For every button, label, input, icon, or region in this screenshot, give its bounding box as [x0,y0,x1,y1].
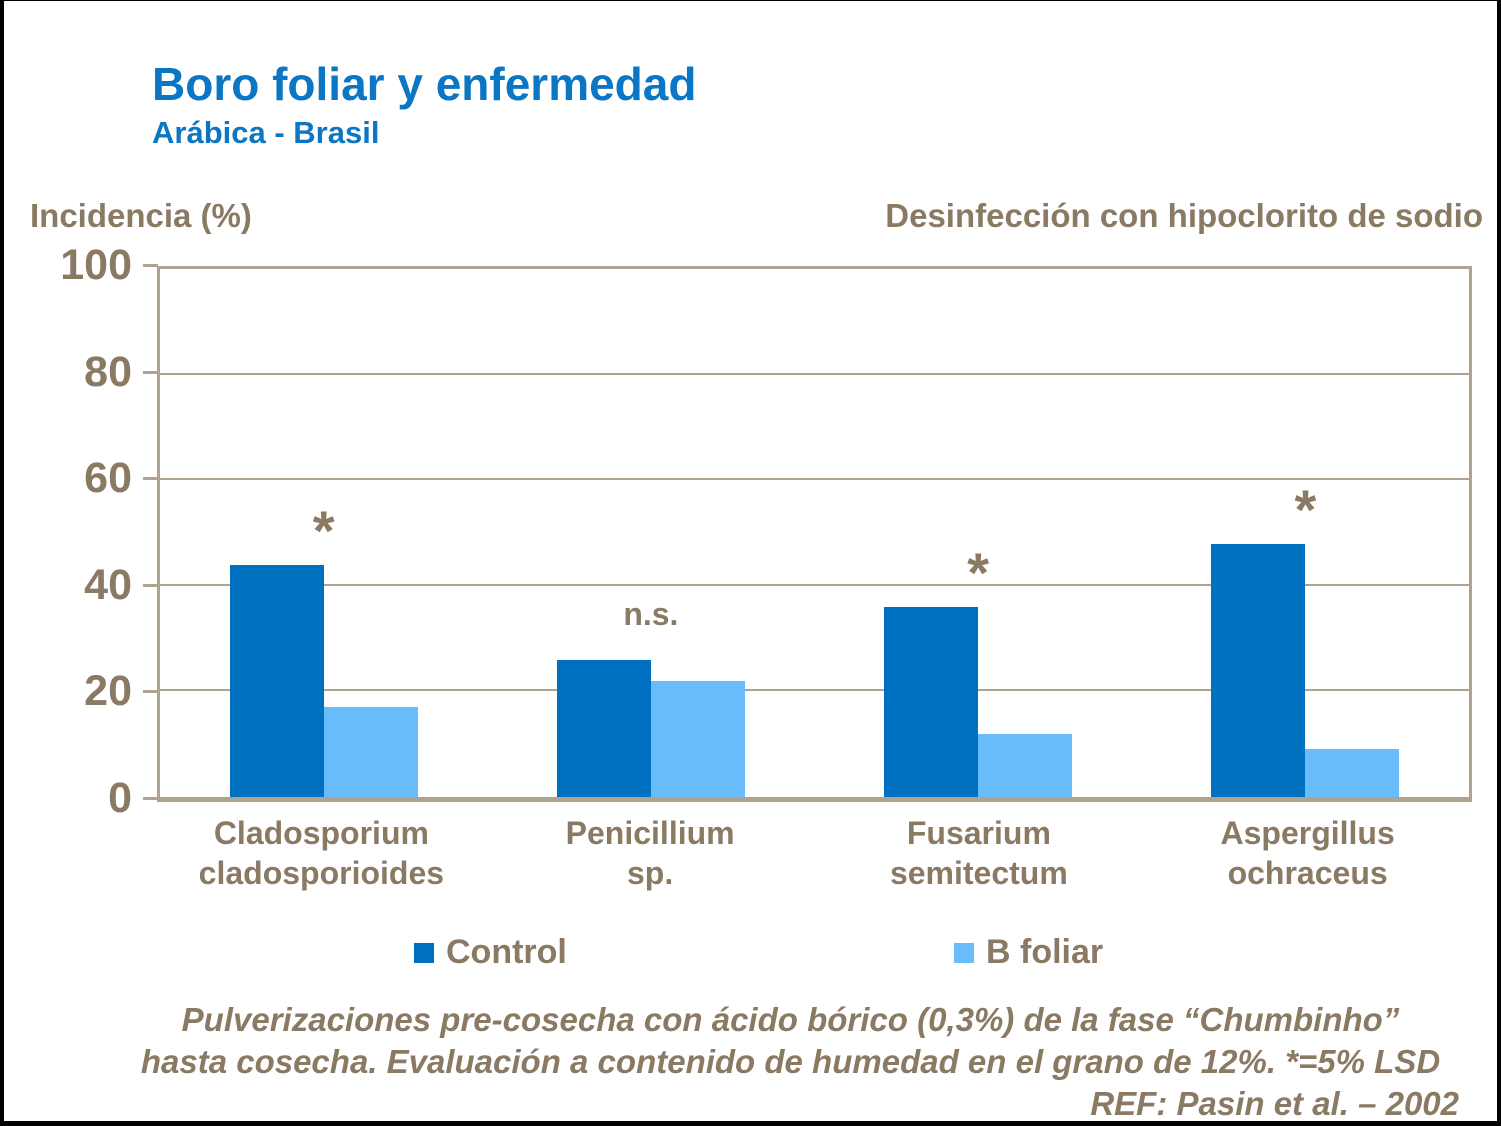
category-label-line: sp. [627,855,674,891]
y-axis: 0 20 40 60 80 100 [4,244,158,820]
y-tick-mark-0 [143,797,158,800]
y-tick-label-60: 60 [84,454,132,503]
control-bar [556,659,651,797]
control-swatch-icon [414,942,434,963]
plot-area: * n.s. * * [157,266,1472,802]
category-label-line: Penicillium [565,815,735,851]
legend-item-control: Control [414,933,567,972]
bar-group-1: * [160,269,487,797]
gridline-80 [160,372,1469,375]
control-bar [229,564,324,797]
bfoliar-bar [1305,749,1400,797]
bar-group-4: * [1142,269,1469,797]
y-tick-label-80: 80 [84,347,132,396]
significance-label: * [967,540,990,604]
y-tick-label-40: 40 [84,560,132,609]
category-labels: Cladosporium cladosporioides Penicillium sp… [157,813,1472,903]
category-label-line: ochraceus [1227,855,1388,891]
category-label-line: semitectum [889,855,1068,891]
footnote-line-2: hasta cosecha. Evaluación a contenido de… [140,1043,1441,1080]
page-subtitle: Arábica - Brasil [152,115,380,150]
significance-label: * [1294,477,1317,541]
control-bar [884,606,979,797]
y-axis-title: Incidencia (%) [30,197,252,234]
y-tick-label-100: 100 [60,241,132,289]
category-label-line: cladosporioides [198,855,445,891]
reference: REF: Pasin et al. – 2002 [1090,1085,1459,1122]
disinfection-header: Desinfección con hipoclorito de sodio [885,197,1483,234]
control-bar [1211,543,1306,797]
gridline-20 [160,689,1469,692]
y-tick-mark-100 [143,264,158,267]
bfoliar-bar [978,733,1073,797]
bar-group-2: n.s. [487,269,814,797]
bar-group-3: * [815,269,1142,797]
category-label: Fusarium semitectum [815,813,1144,893]
y-tick-mark-80 [143,370,158,374]
y-tick-label-0: 0 [108,774,132,822]
category-label-line: Fusarium [906,815,1051,851]
legend-bfoliar-label: B foliar [986,933,1104,971]
legend-control-label: Control [446,933,567,971]
gridline-60 [160,478,1469,481]
bfoliar-swatch-icon [954,942,974,963]
bfoliar-bar [650,680,745,797]
bfoliar-bar [323,707,418,797]
y-tick-label-20: 20 [84,667,132,716]
category-label: Aspergillus ochraceus [1143,813,1472,893]
significance-label: n.s. [623,595,679,632]
category-label: Cladosporium cladosporioides [157,813,486,893]
significance-label: * [312,498,335,562]
y-tick-mark-40 [143,583,158,587]
category-label-line: Aspergillus [1220,815,1395,851]
category-label-line: Cladosporium [213,815,429,851]
page-title: Boro foliar y enfermedad [152,58,697,110]
category-label: Penicillium sp. [486,813,815,893]
footnote: Pulverizaciones pre-cosecha con ácido bó… [114,999,1467,1122]
y-tick-mark-20 [143,690,158,694]
footnote-line-1: Pulverizaciones pre-cosecha con ácido bó… [181,1001,1400,1038]
gridline-40 [160,583,1469,586]
legend-item-bfoliar: B foliar [954,933,1103,972]
y-tick-mark-60 [143,477,158,481]
